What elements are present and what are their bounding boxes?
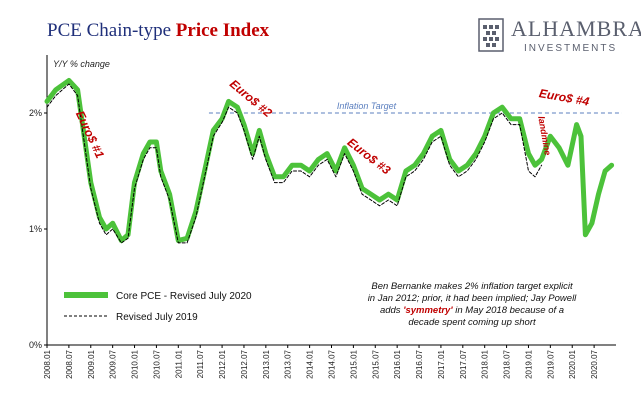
x-tick-label: 2008.07 — [65, 349, 74, 378]
alhambra-logo: ALHAMBRA INVESTMENTS — [476, 14, 641, 60]
x-tick-label: 2009.07 — [109, 349, 118, 378]
title-highlight: Price Index — [175, 20, 270, 41]
x-tick-label: 2016.01 — [393, 349, 402, 378]
note-segment: in May 2018 because of a — [453, 305, 564, 316]
y-tick-label: 2% — [29, 108, 42, 118]
x-tick-label: 2015.07 — [371, 349, 380, 378]
x-tick-label: 2011.01 — [174, 349, 183, 378]
x-tick-label: 2013.07 — [284, 349, 293, 378]
x-tick-label: 2010.07 — [152, 349, 161, 378]
x-tick-label: 2017.01 — [437, 349, 446, 378]
x-tick-label: 2020.01 — [568, 349, 577, 378]
x-tick-label: 2014.07 — [328, 349, 337, 378]
x-tick-label: 2008.01 — [43, 349, 52, 378]
note-segment: adds — [380, 305, 403, 316]
note-emphasis: 'symmetry' — [403, 305, 453, 316]
logo-emblem-icon — [478, 18, 504, 52]
series-line-0 — [44, 78, 615, 244]
x-tick-label: 2019.07 — [546, 349, 555, 378]
note-line: in Jan 2012; prior, it had been implied;… — [368, 293, 577, 304]
x-tick-label: 2013.01 — [262, 349, 271, 378]
x-tick-label: 2020.07 — [590, 349, 599, 378]
y-axis-title: Y/Y % change — [53, 59, 110, 69]
logo-name: ALHAMBRA — [511, 16, 641, 41]
series-line-1 — [46, 83, 543, 244]
x-tick-label: 2009.01 — [87, 349, 96, 378]
note-segment: in Jan 2012; prior, it had been implied;… — [368, 293, 577, 304]
annotation-label: Euro$ #3 — [345, 135, 394, 177]
x-tick-label: 2016.07 — [415, 349, 424, 378]
inflation-target-label: Inflation Target — [337, 101, 397, 111]
y-tick-label: 0% — [29, 340, 42, 350]
annotation-label: Euro$ #4 — [538, 86, 591, 109]
x-tick-label: 2010.01 — [131, 349, 140, 378]
note-line: Ben Bernanke makes 2% inflation target e… — [371, 281, 573, 292]
x-tick-label: 2012.01 — [218, 349, 227, 378]
annotation-label: landmine — [536, 115, 553, 156]
x-tick-label: 2018.01 — [481, 349, 490, 378]
annotation-label: Euro$ #1 — [73, 109, 107, 161]
x-tick-label: 2014.01 — [306, 349, 315, 378]
y-tick-label: 1% — [29, 224, 42, 234]
annotation-label: Euro$ #2 — [227, 77, 275, 121]
note-segment: decade spent coming up short — [408, 317, 536, 328]
note-line: adds 'symmetry' in May 2018 because of a — [380, 305, 564, 316]
logo-subtitle: INVESTMENTS — [524, 43, 618, 54]
note-segment: Ben Bernanke makes 2% inflation target e… — [371, 281, 573, 292]
chart-title: PCE Chain-type Price Index — [47, 20, 269, 42]
legend-label-core: Core PCE - Revised July 2020 — [116, 291, 252, 302]
legend-label-revised: Revised July 2019 — [116, 312, 198, 323]
x-tick-label: 2019.01 — [524, 349, 533, 378]
x-tick-label: 2018.07 — [503, 349, 512, 378]
title-prefix: PCE Chain-type — [47, 20, 176, 41]
x-tick-label: 2017.07 — [459, 349, 468, 378]
x-tick-label: 2011.07 — [196, 349, 205, 378]
note-line: decade spent coming up short — [408, 317, 536, 328]
x-tick-label: 2012.07 — [240, 349, 249, 378]
x-tick-label: 2015.01 — [349, 349, 358, 378]
